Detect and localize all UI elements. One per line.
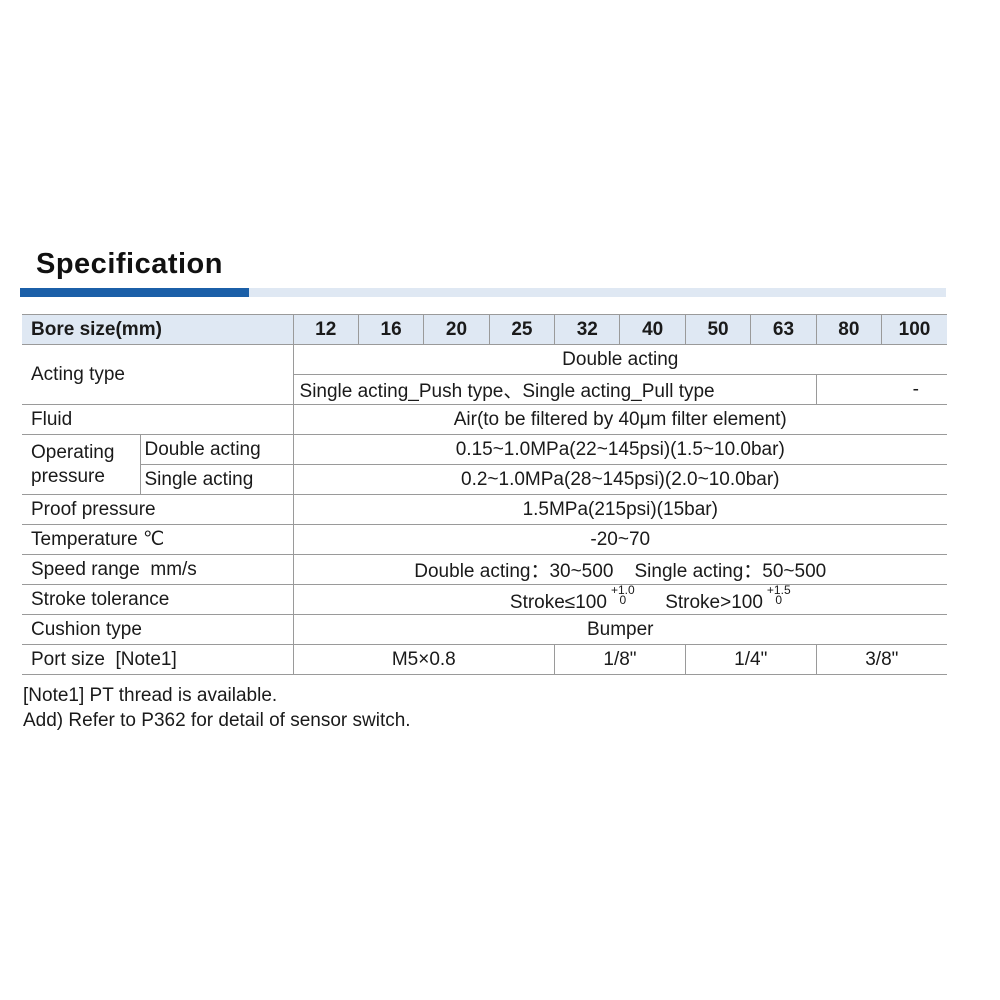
- acting-type-single: Single acting_Push type、Single acting_Pu…: [292, 374, 817, 405]
- table-row: Single acting_Push type、Single acting_Pu…: [22, 374, 947, 405]
- bore-size: 80: [815, 314, 882, 345]
- table-row: Proof pressure 1.5MPa(215psi)(15bar): [22, 494, 947, 525]
- stroke-tolerance-label: Stroke tolerance: [22, 584, 294, 615]
- notes: [Note1] PT thread is available. Add) Ref…: [23, 683, 411, 733]
- bore-size: 100: [881, 314, 947, 345]
- note-2: Add) Refer to P362 for detail of sensor …: [23, 710, 411, 731]
- bore-size: 16: [357, 314, 424, 345]
- stroke-a-lower: 0: [619, 593, 627, 607]
- proof-pressure-value: 1.5MPa(215psi)(15bar): [292, 494, 947, 525]
- table-row: Temperature ℃ -20~70: [22, 524, 947, 555]
- stroke-a: Stroke≤100: [509, 592, 607, 613]
- speed-range-value: Double acting：30~500 Single acting：50~50…: [292, 554, 947, 585]
- table-row: Fluid Air(to be filtered by 40μm filter …: [22, 404, 947, 435]
- bore-size: 50: [684, 314, 751, 345]
- table-row: Cushion type Bumper: [22, 614, 947, 645]
- bore-size-label: Bore size(mm): [22, 314, 294, 345]
- acting-type-single-large: -: [815, 374, 947, 405]
- acting-type-double: Double acting: [292, 344, 947, 375]
- table-row: Single acting 0.2~1.0MPa(28~145psi)(2.0~…: [22, 464, 947, 495]
- fluid-value: Air(to be filtered by 40μm filter elemen…: [292, 404, 947, 435]
- operating-pressure-single-value: 0.2~1.0MPa(28~145psi)(2.0~10.0bar): [292, 464, 947, 495]
- stroke-a-upper: +1.0: [610, 584, 635, 597]
- operating-pressure-single-label: Single acting: [139, 464, 294, 495]
- port-size-value: M5×0.8: [292, 644, 555, 675]
- stroke-b-lower: 0: [775, 593, 783, 607]
- operating-pressure-label: Operating pressure: [22, 434, 140, 495]
- stroke-tolerance-value: Stroke≤100 +1.0 0 Stroke>100 +1.5 0: [292, 584, 947, 615]
- temperature-label: Temperature ℃: [22, 524, 294, 555]
- operating-pressure-double-label: Double acting: [139, 434, 294, 465]
- specification-table: Bore size(mm) 12 16 20 25 32 40 50 63 80…: [22, 314, 947, 675]
- title-underline: [20, 288, 946, 297]
- speed-range-label: Speed range mm/s: [22, 554, 294, 585]
- bore-size: 12: [292, 314, 359, 345]
- bore-size: 40: [619, 314, 686, 345]
- port-size-value: 3/8": [815, 644, 947, 675]
- note-1: [Note1] PT thread is available.: [23, 685, 278, 706]
- table-row: Acting type Double acting: [22, 344, 947, 405]
- port-size-label: Port size [Note1]: [22, 644, 294, 675]
- fluid-label: Fluid: [22, 404, 294, 435]
- title-underline-accent: [20, 288, 249, 297]
- stroke-b-upper: +1.5: [766, 584, 791, 597]
- bore-size: 20: [423, 314, 490, 345]
- cushion-type-value: Bumper: [292, 614, 947, 645]
- temperature-value: -20~70: [292, 524, 947, 555]
- table-row: Port size [Note1] M5×0.8 1/8" 1/4" 3/8": [22, 644, 947, 675]
- table-row: Stroke tolerance Stroke≤100 +1.0 0 Stroke>…: [22, 584, 947, 615]
- operating-pressure-double-value: 0.15~1.0MPa(22~145psi)(1.5~10.0bar): [292, 434, 947, 465]
- cushion-type-label: Cushion type: [22, 614, 294, 645]
- port-size-value: 1/8": [554, 644, 686, 675]
- table-header-row: Bore size(mm) 12 16 20 25 32 40 50 63 80…: [22, 314, 947, 345]
- stroke-b: Stroke>100: [665, 592, 763, 613]
- acting-type-label: Acting type: [22, 344, 294, 405]
- bore-size: 32: [554, 314, 620, 345]
- table-row: Operating pressure Double acting 0.15~1.…: [22, 434, 947, 495]
- bore-size: 63: [750, 314, 817, 345]
- bore-size: 25: [488, 314, 555, 345]
- table-row: Speed range mm/s Double acting：30~500 Si…: [22, 554, 947, 585]
- proof-pressure-label: Proof pressure: [22, 494, 294, 525]
- page-title: Specification: [36, 248, 223, 280]
- port-size-value: 1/4": [684, 644, 817, 675]
